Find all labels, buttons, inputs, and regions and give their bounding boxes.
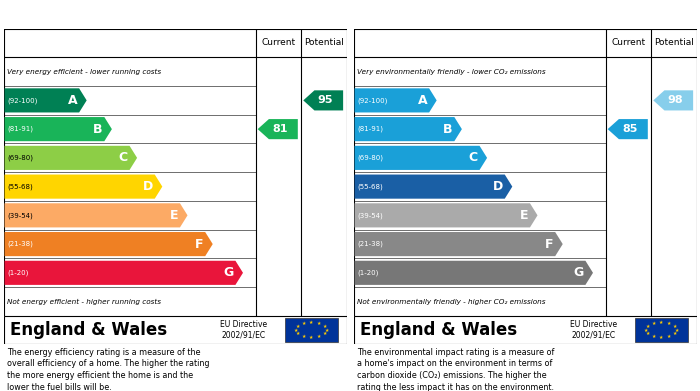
Text: (69-80): (69-80) [8,154,34,161]
Text: ★: ★ [325,328,329,332]
Text: ★: ★ [302,321,306,326]
Polygon shape [354,146,487,170]
Text: E: E [520,209,528,222]
Text: D: D [143,180,153,193]
Text: ★: ★ [302,334,306,339]
Text: Very energy efficient - lower running costs: Very energy efficient - lower running co… [7,68,161,75]
Text: ★: ★ [659,319,664,325]
Text: G: G [223,266,234,279]
Polygon shape [4,203,188,228]
Text: (1-20): (1-20) [8,269,29,276]
Text: ★: ★ [667,321,671,326]
Polygon shape [608,119,648,139]
Text: G: G [573,266,584,279]
Text: ★: ★ [323,332,327,336]
Polygon shape [354,261,593,285]
Text: F: F [195,238,204,251]
Polygon shape [4,146,137,170]
Text: The environmental impact rating is a measure of
a home's impact on the environme: The environmental impact rating is a mea… [357,348,554,391]
FancyBboxPatch shape [4,316,346,344]
Polygon shape [354,117,462,141]
Text: (81-91): (81-91) [8,126,34,133]
Text: (39-54): (39-54) [8,212,34,219]
Polygon shape [258,119,298,139]
Text: Energy Efficiency Rating: Energy Efficiency Rating [8,9,181,22]
Text: (55-68): (55-68) [8,183,34,190]
Text: ★: ★ [646,332,650,336]
Text: (81-91): (81-91) [358,126,384,133]
Text: (55-68): (55-68) [358,183,384,190]
Text: (69-80): (69-80) [358,154,384,161]
Polygon shape [303,90,343,110]
Text: B: B [93,123,103,136]
Text: 98: 98 [667,95,683,106]
Text: ★: ★ [296,332,300,336]
Text: Very environmentally friendly - lower CO₂ emissions: Very environmentally friendly - lower CO… [357,68,545,75]
Polygon shape [4,88,87,113]
Text: Potential: Potential [654,38,694,47]
Text: Not energy efficient - higher running costs: Not energy efficient - higher running co… [7,298,161,305]
Text: England & Wales: England & Wales [360,321,517,339]
Text: ★: ★ [317,334,321,339]
Text: ★: ★ [646,324,650,328]
Text: A: A [68,94,78,107]
Polygon shape [4,174,162,199]
Polygon shape [4,232,213,256]
Text: (92-100): (92-100) [8,97,38,104]
Text: (92-100): (92-100) [358,97,388,104]
Text: A: A [418,94,428,107]
Text: ★: ★ [675,328,679,332]
Text: EU Directive
2002/91/EC: EU Directive 2002/91/EC [570,320,617,340]
Text: ★: ★ [659,335,664,341]
Text: ★: ★ [652,334,656,339]
Text: D: D [493,180,503,193]
Text: (21-38): (21-38) [8,241,34,248]
Text: Environmental Impact (CO₂) Rating: Environmental Impact (CO₂) Rating [358,9,606,22]
Text: 81: 81 [272,124,288,134]
Text: ★: ★ [309,335,314,341]
Text: The energy efficiency rating is a measure of the
overall efficiency of a home. T: The energy efficiency rating is a measur… [7,348,209,391]
Text: F: F [545,238,554,251]
FancyBboxPatch shape [635,318,688,342]
Text: ★: ★ [673,332,677,336]
Polygon shape [354,232,563,256]
Text: ★: ★ [323,324,327,328]
Text: 85: 85 [622,124,638,134]
Text: ★: ★ [673,324,677,328]
FancyBboxPatch shape [354,316,696,344]
Text: England & Wales: England & Wales [10,321,167,339]
Polygon shape [4,261,243,285]
Text: ★: ★ [644,328,648,332]
Text: ★: ★ [296,324,300,328]
Text: EU Directive
2002/91/EC: EU Directive 2002/91/EC [220,320,267,340]
Text: Current: Current [611,38,645,47]
Polygon shape [653,90,693,110]
Text: (39-54): (39-54) [358,212,384,219]
Text: Potential: Potential [304,38,344,47]
Text: ★: ★ [317,321,321,326]
Polygon shape [354,174,512,199]
Text: C: C [119,151,128,164]
Text: (21-38): (21-38) [358,241,384,248]
Text: ★: ★ [667,334,671,339]
FancyBboxPatch shape [285,318,338,342]
Text: B: B [443,123,453,136]
Polygon shape [354,88,437,113]
Text: 95: 95 [317,95,333,106]
Text: C: C [469,151,478,164]
Polygon shape [354,203,538,228]
Text: ★: ★ [309,319,314,325]
Polygon shape [4,117,112,141]
Text: Current: Current [261,38,295,47]
Text: E: E [170,209,178,222]
Text: Not environmentally friendly - higher CO₂ emissions: Not environmentally friendly - higher CO… [357,298,545,305]
Text: (1-20): (1-20) [358,269,379,276]
Text: ★: ★ [294,328,298,332]
Text: ★: ★ [652,321,656,326]
